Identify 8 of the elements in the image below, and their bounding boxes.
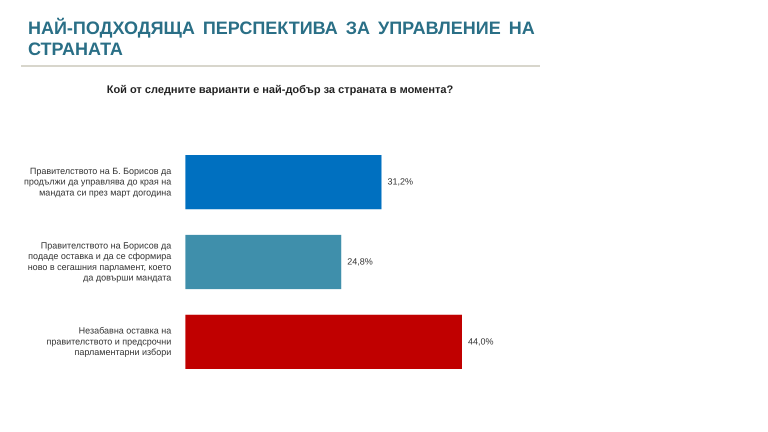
- data-label: 24,8%: [347, 256, 373, 266]
- chart-subtitle: Кой от следните варианти е най-добър за страната в момента?: [106, 84, 454, 96]
- chart-title: НАЙ-ПОДХОДЯЩА ПЕРСПЕКТИВА ЗА УПРАВЛЕНИЕ НА СТРАНАТА: [28, 18, 536, 60]
- y-tick-label: Незабавна оставка на правителството и предсрочни парламентарни избори: [46, 326, 172, 358]
- data-label: 31,2%: [387, 176, 414, 187]
- y-tick-label: Правителството на Б. Борисов да продължи да управлява до края на мандата си през март догодина: [24, 166, 172, 198]
- data-label: 44,0%: [468, 336, 494, 346]
- y-tick-label: Правителството на Борисов да подаде оставка и да се сформира ново в сегашния парламент, което да довърши мандата: [28, 240, 172, 283]
